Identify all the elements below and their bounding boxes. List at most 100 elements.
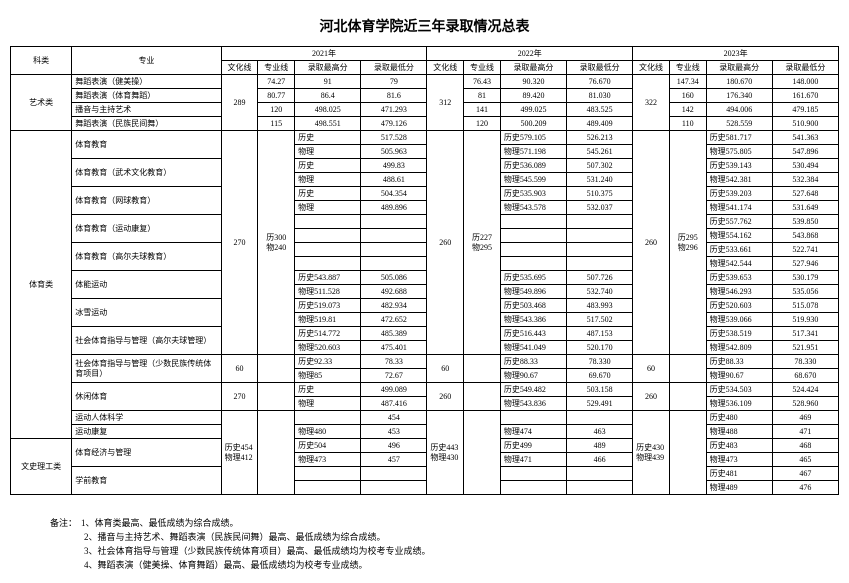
cell: 475.401	[361, 341, 427, 355]
th: 录取最高分	[500, 61, 566, 75]
cell: 60	[633, 355, 670, 383]
cell: 515.078	[772, 299, 838, 313]
cell: 81.6	[361, 89, 427, 103]
cell: 120	[464, 117, 501, 131]
cell: 历史480	[706, 411, 772, 425]
cell	[567, 257, 633, 271]
cell: 528.960	[772, 397, 838, 411]
cell: 528.559	[706, 117, 772, 131]
th: 文化线	[427, 61, 464, 75]
cell: 471.293	[361, 103, 427, 117]
cell: 物理542.809	[706, 341, 772, 355]
admission-table: 科类 专业 2021年 2022年 2023年 文化线专业线录取最高分录取最低分…	[10, 46, 839, 495]
cell: 历史430物理439	[633, 411, 670, 495]
cell	[361, 243, 427, 257]
foot-lbl: 备注：	[50, 518, 77, 528]
cell: 物理541.174	[706, 201, 772, 215]
cell	[500, 243, 566, 257]
cell: 物理90.67	[706, 369, 772, 383]
cell: 体能运动	[72, 271, 221, 299]
cell: 69.670	[567, 369, 633, 383]
cell: 历史533.661	[706, 243, 772, 257]
cell: 529.491	[567, 397, 633, 411]
cell: 489.896	[361, 201, 427, 215]
cell: 488.61	[361, 173, 427, 187]
cell: 体育经济与管理	[72, 439, 221, 467]
cell: 物理	[295, 201, 361, 215]
cell: 历史92.33	[295, 355, 361, 369]
cell: 496	[361, 439, 427, 453]
th: 录取最低分	[361, 61, 427, 75]
cell	[567, 229, 633, 243]
cell	[361, 467, 427, 481]
th: 录取最高分	[706, 61, 772, 75]
cell: 463	[567, 425, 633, 439]
cell: 545.261	[567, 145, 633, 159]
cell: 517.502	[567, 313, 633, 327]
cell: 476	[772, 481, 838, 495]
cell	[295, 215, 361, 229]
cell: 91	[295, 75, 361, 89]
cell: 学前教育	[72, 467, 221, 495]
cell: 休闲体育	[72, 383, 221, 411]
cell: 物理571.198	[500, 145, 566, 159]
cell: 历史536.089	[500, 159, 566, 173]
cell: 物理575.805	[706, 145, 772, 159]
th-major: 专业	[72, 47, 221, 75]
cell: 457	[361, 453, 427, 467]
cell: 运动康复	[72, 425, 221, 439]
cell: 531.649	[772, 201, 838, 215]
th-cat: 科类	[11, 47, 72, 75]
cell: 历史519.073	[295, 299, 361, 313]
cell: 社会体育指导与管理（高尔夫球管理）	[72, 327, 221, 355]
cell: 147.34	[669, 75, 706, 89]
cell: 471	[772, 425, 838, 439]
cell	[500, 481, 566, 495]
page-title: 河北体育学院近三年录取情况总表	[10, 16, 839, 36]
cell	[361, 481, 427, 495]
footnotes: 备注：1、体育类最高、最低成绩为综合成绩。 2、播音与主持艺术、舞蹈表演（民族民…	[10, 517, 839, 573]
cell: 78.33	[361, 355, 427, 369]
cell	[258, 355, 295, 383]
cell: 历史499	[500, 439, 566, 453]
cell	[567, 467, 633, 481]
cell: 469	[772, 411, 838, 425]
cell: 物理	[295, 173, 361, 187]
cell: 历史504	[295, 439, 361, 453]
cell: 500.209	[500, 117, 566, 131]
cell	[295, 229, 361, 243]
table-row: 舞蹈表演（民族民间舞）115498.551479.126120500.20948…	[11, 117, 839, 131]
cell: 260	[427, 131, 464, 355]
cell: 物理90.67	[500, 369, 566, 383]
cell: 466	[567, 453, 633, 467]
cell: 历史516.443	[500, 327, 566, 341]
cell: 539.850	[772, 215, 838, 229]
table-row: 体育教育（武术文化教育）历史499.83历史536.089507.302历史53…	[11, 159, 839, 173]
cell: 487.153	[567, 327, 633, 341]
cell: 历史454物理412	[221, 411, 258, 495]
cell: 物理489	[706, 481, 772, 495]
cell: 494.006	[706, 103, 772, 117]
cell: 142	[669, 103, 706, 117]
cell: 历史88.33	[500, 355, 566, 369]
cell: 历史443物理430	[427, 411, 464, 495]
cell: 68.670	[772, 369, 838, 383]
cell	[361, 215, 427, 229]
cell	[500, 215, 566, 229]
cell: 260	[633, 383, 670, 411]
cell: 526.213	[567, 131, 633, 145]
cell: 物理543.578	[500, 201, 566, 215]
cell: 历史481	[706, 467, 772, 481]
cell: 510.900	[772, 117, 838, 131]
cell: 522.741	[772, 243, 838, 257]
th: 录取最低分	[772, 61, 838, 75]
cell: 322	[633, 75, 670, 131]
cell: 499.089	[361, 383, 427, 397]
cell: 260	[427, 383, 464, 411]
cell: 520.170	[567, 341, 633, 355]
table-row: 学前教育历史481467	[11, 467, 839, 481]
cell	[500, 411, 566, 425]
th-y21: 2021年	[221, 47, 427, 61]
cell	[464, 383, 501, 411]
cell: 物理541.049	[500, 341, 566, 355]
